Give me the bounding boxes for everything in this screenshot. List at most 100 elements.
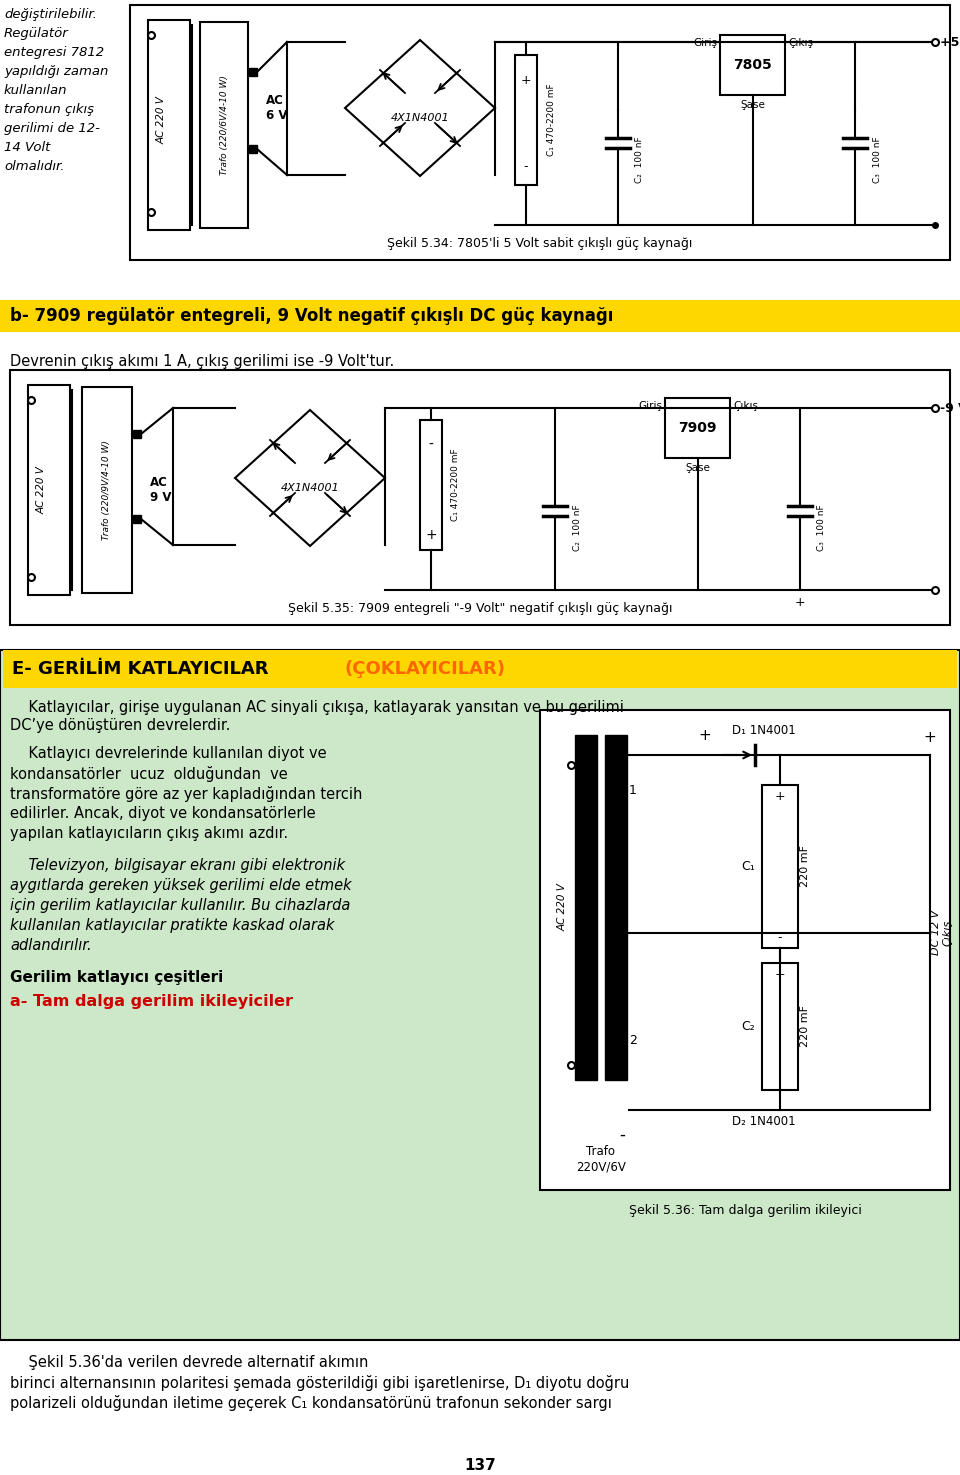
Bar bbox=[200, 22, 248, 229]
Text: birinci alternansının polaritesi şemada gösterildiği gibi işaretlenirse, D₁ diyo: birinci alternansının polaritesi şemada … bbox=[10, 1375, 630, 1391]
Text: AC 220 V: AC 220 V bbox=[558, 884, 568, 931]
Text: D₂ 1N4001: D₂ 1N4001 bbox=[732, 1115, 796, 1128]
Text: entegresi 7812: entegresi 7812 bbox=[4, 46, 104, 59]
Text: -: - bbox=[619, 1125, 625, 1145]
Text: trafonun çıkış: trafonun çıkış bbox=[4, 103, 94, 117]
Bar bbox=[148, 21, 190, 230]
Text: Şekil 5.35: 7909 entegreli "-9 Volt" negatif çıkışlı güç kaynağı: Şekil 5.35: 7909 entegreli "-9 Volt" neg… bbox=[288, 602, 672, 615]
Text: Devrenin çıkış akımı 1 A, çıkış gerilimi ise -9 Volt'tur.: Devrenin çıkış akımı 1 A, çıkış gerilimi… bbox=[10, 354, 395, 369]
Text: 137: 137 bbox=[464, 1457, 496, 1474]
Text: yapılan katlayıcıların çıkış akımı azdır.: yapılan katlayıcıların çıkış akımı azdır… bbox=[10, 826, 288, 841]
Text: DC’ye dönüştüren devrelerdir.: DC’ye dönüştüren devrelerdir. bbox=[10, 718, 230, 733]
Text: polarizeli olduğundan iletime geçerek C₁ kondansatörünü trafonun sekonder sargı: polarizeli olduğundan iletime geçerek C₁… bbox=[10, 1395, 612, 1412]
Text: 7805: 7805 bbox=[733, 58, 772, 72]
Text: C₃  100 nF: C₃ 100 nF bbox=[873, 137, 881, 183]
Bar bbox=[420, 420, 442, 550]
Text: -: - bbox=[428, 438, 433, 451]
Bar bbox=[665, 398, 730, 459]
Text: b- 7909 regülatör entegreli, 9 Volt negatif çıkışlı DC güç kaynağı: b- 7909 regülatör entegreli, 9 Volt nega… bbox=[10, 307, 613, 324]
Text: +: + bbox=[699, 729, 711, 743]
Bar bbox=[762, 963, 798, 1090]
Text: yapıldığı zaman: yapıldığı zaman bbox=[4, 65, 108, 78]
Text: +: + bbox=[520, 74, 531, 87]
Bar bbox=[3, 650, 957, 687]
Bar bbox=[82, 386, 132, 593]
Text: AC 220 V: AC 220 V bbox=[157, 96, 167, 145]
Text: -9 V: -9 V bbox=[940, 401, 960, 414]
Bar bbox=[540, 709, 950, 1190]
Text: AC
6 V: AC 6 V bbox=[266, 94, 287, 122]
Bar bbox=[133, 515, 141, 524]
Text: Trafo (220/6V/4-10 W): Trafo (220/6V/4-10 W) bbox=[220, 75, 228, 176]
Text: Şekil 5.36: Tam dalga gerilim ikileyici: Şekil 5.36: Tam dalga gerilim ikileyici bbox=[629, 1204, 861, 1217]
Text: 14 Volt: 14 Volt bbox=[4, 142, 50, 153]
Text: -: - bbox=[778, 931, 782, 944]
Text: 220 mF: 220 mF bbox=[800, 1006, 810, 1047]
Text: +: + bbox=[775, 791, 785, 804]
Text: için gerilim katlayıcılar kullanılır. Bu cihazlarda: için gerilim katlayıcılar kullanılır. Bu… bbox=[10, 898, 350, 913]
Text: C₃  100 nF: C₃ 100 nF bbox=[818, 504, 827, 552]
Text: C₁: C₁ bbox=[741, 860, 755, 873]
Text: +: + bbox=[924, 730, 936, 745]
Text: Şekil 5.34: 7805'li 5 Volt sabit çıkışlı güç kaynağı: Şekil 5.34: 7805'li 5 Volt sabit çıkışlı… bbox=[387, 237, 693, 249]
Text: 2: 2 bbox=[629, 1034, 636, 1046]
Bar bbox=[133, 431, 141, 438]
Text: 1: 1 bbox=[629, 783, 636, 796]
Text: +5 V: +5 V bbox=[940, 35, 960, 49]
Text: -: - bbox=[524, 161, 528, 174]
Text: Televizyon, bilgisayar ekranı gibi elektronik: Televizyon, bilgisayar ekranı gibi elekt… bbox=[10, 858, 346, 873]
Text: (ÇOKLAYICILAR): (ÇOKLAYICILAR) bbox=[345, 659, 506, 679]
Text: edilirler. Ancak, diyot ve kondansatörlerle: edilirler. Ancak, diyot ve kondansatörle… bbox=[10, 805, 316, 822]
Text: Trafo
220V/6V: Trafo 220V/6V bbox=[576, 1145, 626, 1173]
Text: AC 220 V: AC 220 V bbox=[37, 466, 47, 513]
Text: Giriş: Giriş bbox=[638, 401, 662, 412]
Text: olmalıdır.: olmalıdır. bbox=[4, 159, 64, 173]
Text: E- GERİLİM KATLAYICILAR: E- GERİLİM KATLAYICILAR bbox=[12, 659, 269, 679]
Text: C₁ 470-2200 mF: C₁ 470-2200 mF bbox=[546, 84, 556, 156]
Text: Giriş: Giriş bbox=[693, 38, 717, 49]
Text: +: + bbox=[425, 528, 437, 541]
Text: a- Tam dalga gerilim ikileyiciler: a- Tam dalga gerilim ikileyiciler bbox=[10, 994, 293, 1009]
Text: transformatöre göre az yer kapladığından tercih: transformatöre göre az yer kapladığından… bbox=[10, 786, 362, 802]
Bar bbox=[249, 68, 257, 77]
Text: Regülatör: Regülatör bbox=[4, 27, 69, 40]
Text: Şase: Şase bbox=[685, 463, 710, 473]
Bar bbox=[28, 385, 70, 594]
Text: Çıkış: Çıkış bbox=[733, 401, 758, 412]
Bar bbox=[720, 35, 785, 94]
Text: Çıkış: Çıkış bbox=[788, 38, 813, 49]
Text: kondansatörler  ucuz  olduğundan  ve: kondansatörler ucuz olduğundan ve bbox=[10, 766, 288, 782]
Text: AC 6 V: AC 6 V bbox=[611, 891, 621, 925]
Bar bbox=[0, 299, 960, 332]
Text: değiştirilebilir.: değiştirilebilir. bbox=[4, 7, 97, 21]
Text: DC 12 V
Çıkış: DC 12 V Çıkış bbox=[931, 910, 952, 956]
Text: 4X1N4001: 4X1N4001 bbox=[391, 114, 449, 122]
Text: +: + bbox=[775, 968, 785, 981]
Bar bbox=[10, 370, 950, 625]
Text: kullanılan katlayıcılar pratikte kaskad olarak: kullanılan katlayıcılar pratikte kaskad … bbox=[10, 917, 334, 934]
Bar bbox=[575, 735, 597, 1080]
Text: 4X1N4001: 4X1N4001 bbox=[280, 482, 340, 493]
Text: gerilimi de 12-: gerilimi de 12- bbox=[4, 122, 100, 136]
Text: C₁ 470-2200 mF: C₁ 470-2200 mF bbox=[451, 448, 461, 521]
Bar bbox=[515, 55, 537, 184]
Text: adlandırılır.: adlandırılır. bbox=[10, 938, 91, 953]
Text: Katlayıcı devrelerinde kullanılan diyot ve: Katlayıcı devrelerinde kullanılan diyot … bbox=[10, 746, 326, 761]
Bar bbox=[249, 145, 257, 153]
Text: D₁ 1N4001: D₁ 1N4001 bbox=[732, 724, 796, 738]
Text: Gerilim katlayıcı çeşitleri: Gerilim katlayıcı çeşitleri bbox=[10, 971, 224, 985]
Text: C₂  100 nF: C₂ 100 nF bbox=[572, 504, 582, 552]
Text: kullanılan: kullanılan bbox=[4, 84, 67, 97]
Text: Şekil 5.36'da verilen devrede alternatif akımın: Şekil 5.36'da verilen devrede alternatif… bbox=[10, 1356, 369, 1370]
Bar bbox=[605, 735, 627, 1080]
Text: Şase: Şase bbox=[740, 100, 765, 111]
Text: aygıtlarda gereken yüksek gerilimi elde etmek: aygıtlarda gereken yüksek gerilimi elde … bbox=[10, 878, 351, 892]
Text: Katlayıcılar, girişe uygulanan AC sinyali çıkışa, katlayarak yansıtan ve bu geri: Katlayıcılar, girişe uygulanan AC sinyal… bbox=[10, 701, 624, 715]
Text: +: + bbox=[795, 596, 805, 609]
Text: C₂: C₂ bbox=[741, 1019, 755, 1032]
Bar bbox=[130, 4, 950, 260]
Text: C₂  100 nF: C₂ 100 nF bbox=[636, 137, 644, 183]
Bar bbox=[0, 650, 960, 1339]
Text: 220 mF: 220 mF bbox=[800, 845, 810, 888]
Bar bbox=[762, 785, 798, 947]
